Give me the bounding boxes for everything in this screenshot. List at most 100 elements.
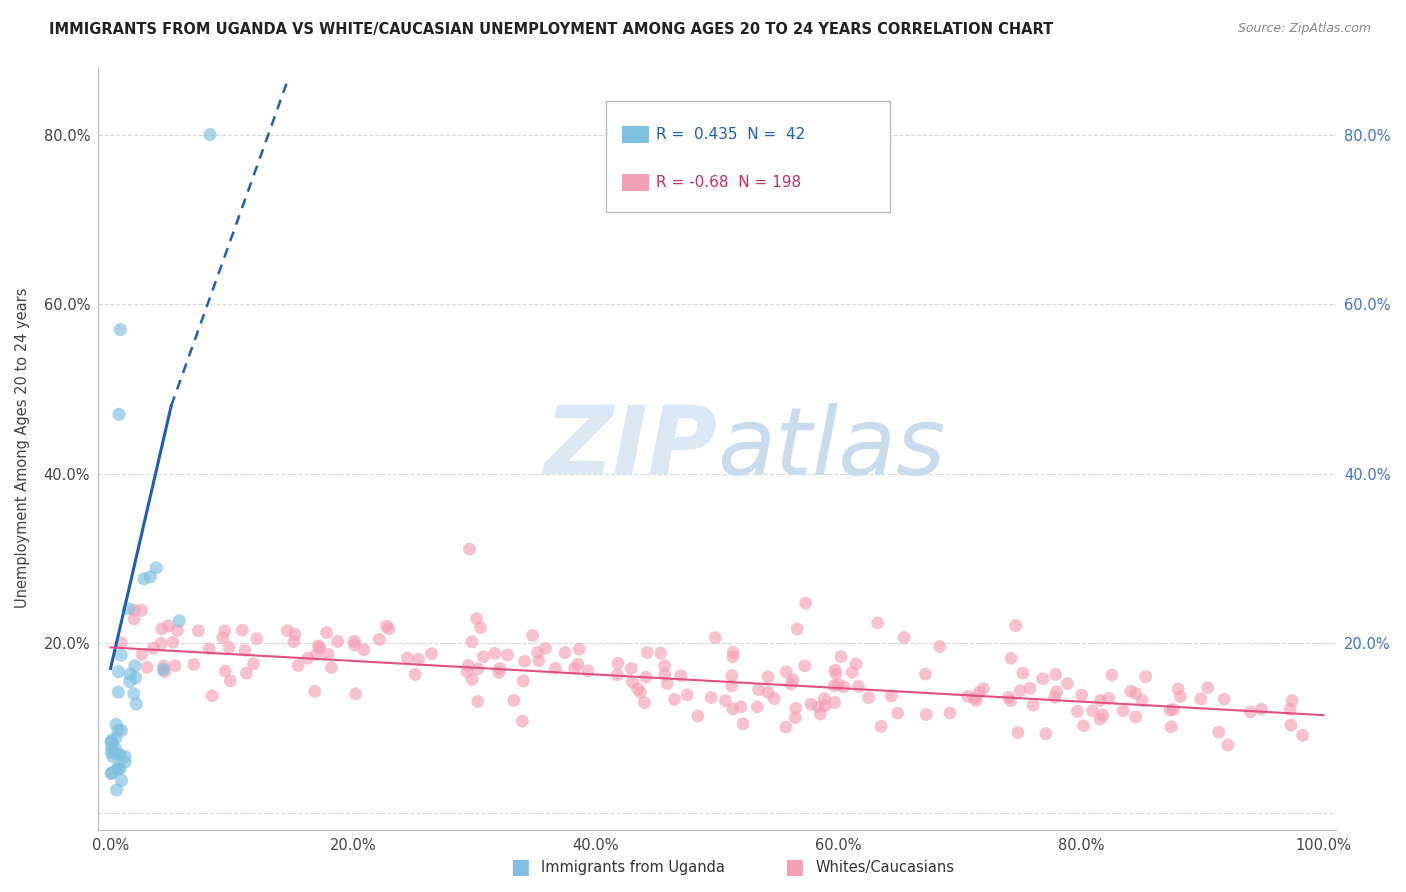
Point (522, 628, 544, 642)
Point (824, 695, 846, 709)
Point (814, 698, 837, 713)
Point (700, 690, 723, 705)
Point (1278, 702, 1301, 716)
Point (420, 647, 443, 661)
Point (1011, 666, 1033, 681)
FancyBboxPatch shape (606, 101, 890, 211)
Point (465, 612, 488, 626)
Point (544, 661, 567, 675)
Point (150, 636, 173, 650)
Point (621, 675, 644, 690)
Point (1291, 728, 1313, 742)
Point (880, 689, 903, 703)
Point (704, 631, 727, 645)
Point (731, 716, 754, 731)
Point (304, 684, 326, 698)
Point (607, 657, 630, 671)
Point (114, 749, 136, 764)
Point (461, 673, 484, 687)
Point (848, 679, 870, 693)
Point (1045, 667, 1067, 681)
Point (664, 692, 686, 706)
Text: atlas: atlas (717, 402, 945, 494)
Point (368, 632, 391, 647)
Point (305, 648, 328, 662)
Point (1167, 681, 1189, 696)
Point (775, 720, 797, 734)
Point (1160, 720, 1182, 734)
Point (125, 697, 148, 711)
Point (1098, 691, 1121, 706)
Point (956, 690, 979, 704)
Point (101, 749, 124, 764)
Point (218, 640, 240, 655)
Point (105, 717, 128, 731)
Point (214, 624, 236, 638)
Point (1125, 710, 1147, 724)
Point (489, 661, 512, 675)
Point (756, 670, 779, 684)
Text: R = -0.68  N = 198: R = -0.68 N = 198 (657, 175, 801, 190)
Point (567, 657, 589, 672)
Point (461, 635, 484, 649)
Point (866, 615, 889, 630)
Point (845, 657, 868, 671)
Point (283, 634, 305, 648)
Point (1005, 618, 1028, 632)
Point (201, 689, 224, 703)
Point (786, 622, 808, 636)
Point (813, 691, 835, 706)
Point (893, 631, 915, 645)
Point (162, 635, 184, 649)
Point (730, 700, 752, 714)
Point (782, 673, 804, 687)
Point (321, 660, 343, 674)
Point (343, 638, 366, 652)
Point (775, 665, 797, 679)
Point (396, 651, 419, 665)
Text: Immigrants from Uganda: Immigrants from Uganda (541, 860, 725, 874)
Point (107, 665, 129, 679)
Point (1019, 681, 1042, 696)
Point (124, 658, 146, 673)
Text: IMMIGRANTS FROM UGANDA VS WHITE/CAUCASIAN UNEMPLOYMENT AMONG AGES 20 TO 24 YEARS: IMMIGRANTS FROM UGANDA VS WHITE/CAUCASIA… (49, 22, 1053, 37)
Point (378, 622, 401, 636)
Point (198, 641, 221, 656)
Point (472, 649, 495, 664)
Point (1101, 668, 1123, 682)
Point (107, 761, 129, 775)
Point (620, 662, 643, 676)
Point (785, 711, 807, 725)
Point (714, 693, 737, 707)
Point (246, 632, 269, 646)
Point (721, 668, 744, 682)
Point (1197, 681, 1219, 695)
Point (800, 697, 823, 711)
Point (1135, 670, 1157, 684)
Point (1081, 704, 1104, 718)
Point (408, 652, 430, 666)
Point (1000, 651, 1022, 665)
FancyBboxPatch shape (621, 127, 650, 144)
Point (101, 765, 124, 780)
Point (183, 657, 205, 672)
Point (534, 641, 557, 656)
Point (997, 690, 1019, 705)
Point (824, 663, 846, 677)
Point (100, 733, 122, 747)
Point (963, 691, 986, 706)
Point (467, 662, 489, 676)
Point (808, 706, 831, 721)
Point (105, 783, 128, 797)
Point (107, 723, 129, 738)
Point (211, 631, 233, 645)
Point (104, 741, 127, 756)
Point (527, 654, 550, 668)
Point (488, 665, 510, 680)
Point (457, 658, 479, 673)
Point (785, 701, 807, 715)
Point (657, 676, 679, 690)
Point (1090, 693, 1112, 707)
Point (965, 693, 987, 707)
Point (928, 640, 950, 654)
